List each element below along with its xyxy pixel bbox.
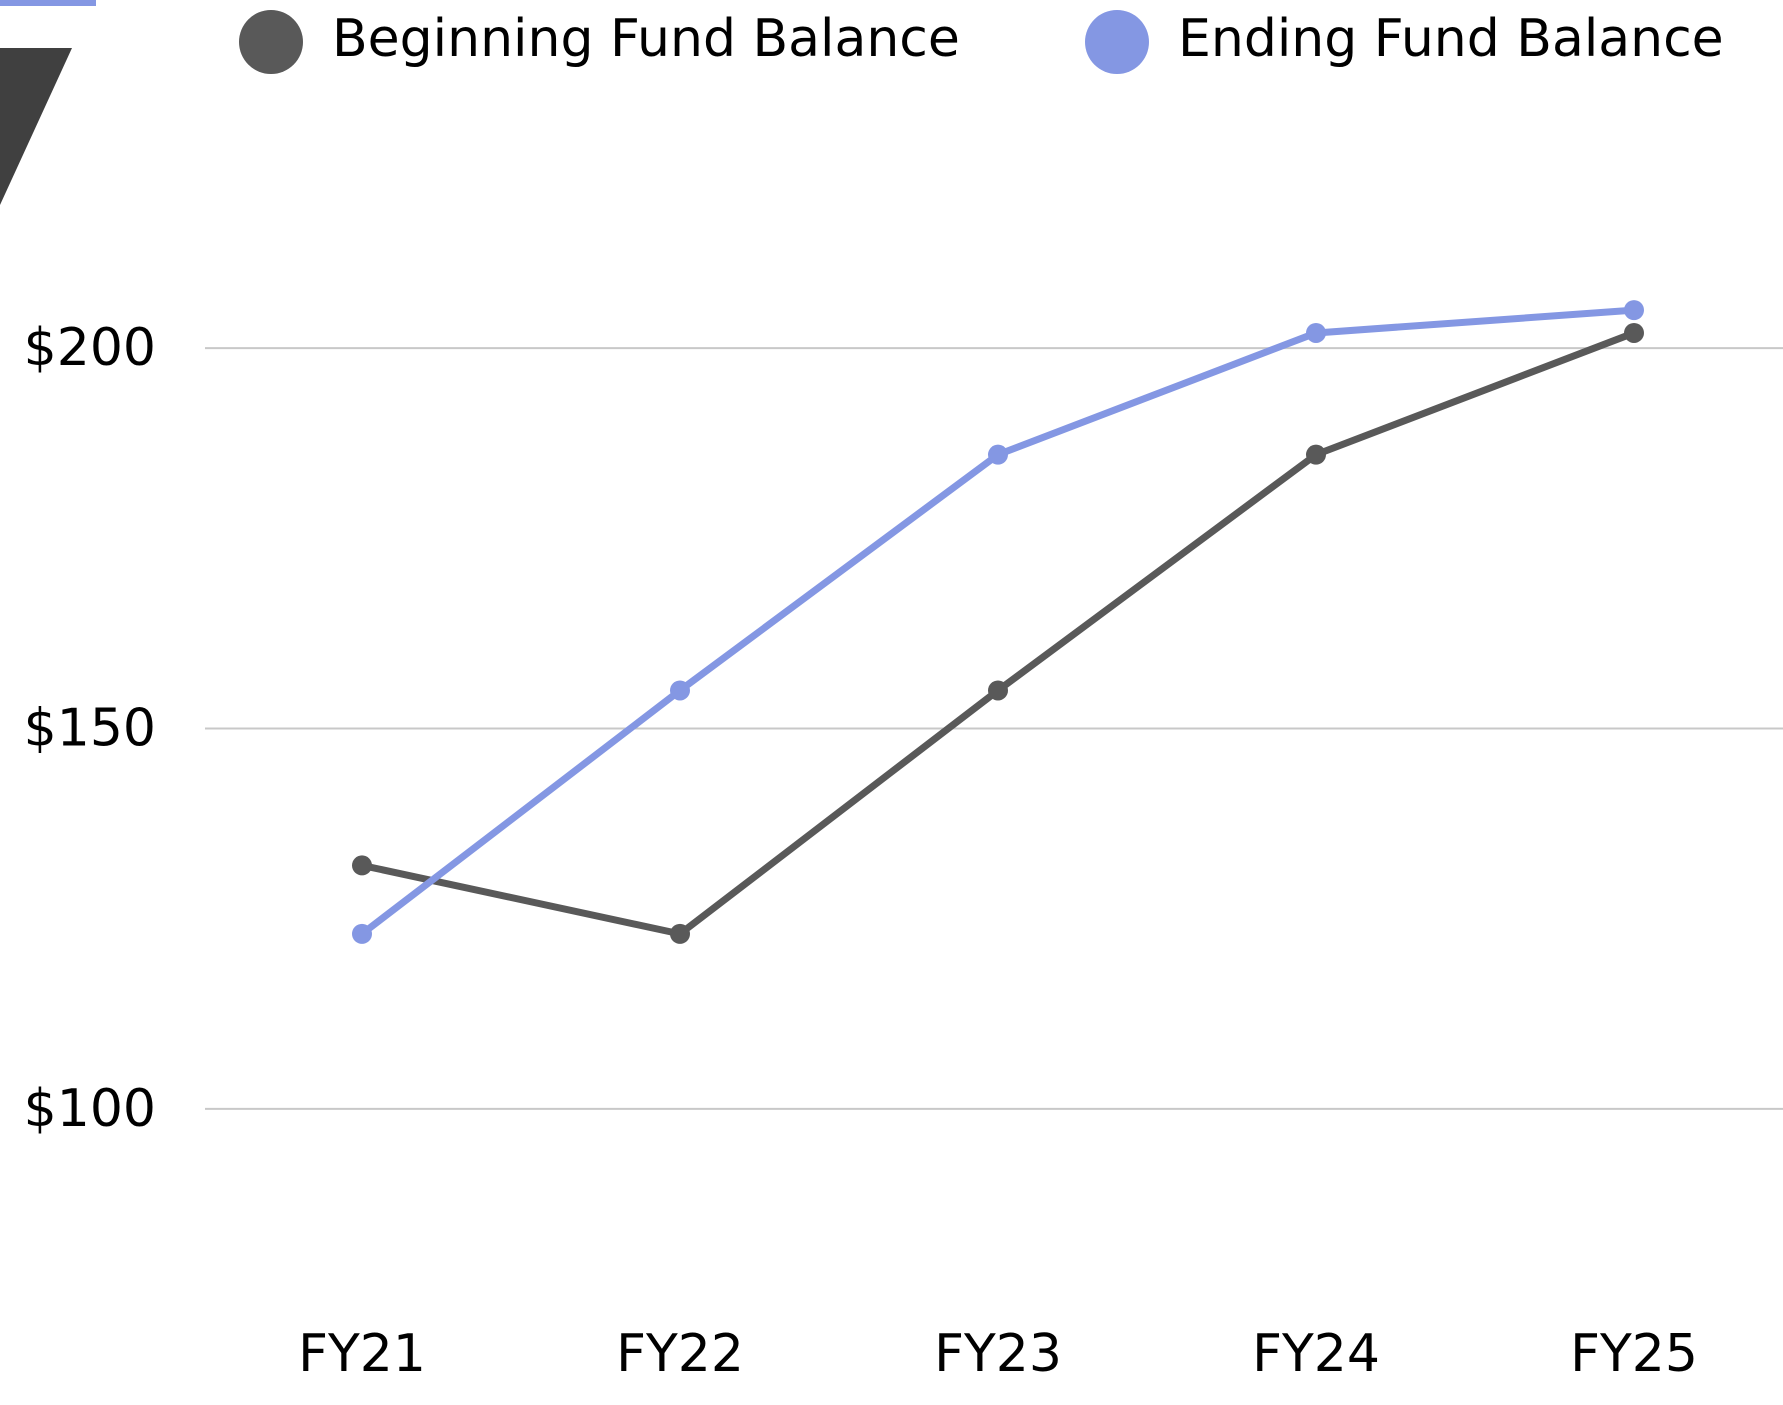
data-point bbox=[670, 923, 690, 944]
data-point bbox=[1306, 444, 1326, 465]
data-point bbox=[988, 444, 1008, 465]
corner-decoration bbox=[0, 48, 72, 205]
x-tick-label: FY21 bbox=[298, 1324, 426, 1384]
corner-accent bbox=[0, 0, 96, 6]
legend-label: Ending Fund Balance bbox=[1178, 9, 1724, 69]
data-point bbox=[988, 680, 1008, 701]
x-tick-label: FY22 bbox=[616, 1324, 744, 1384]
x-tick-label: FY23 bbox=[934, 1324, 1062, 1384]
x-tick-label: FY25 bbox=[1570, 1324, 1698, 1384]
y-tick-label: $100 bbox=[24, 1079, 156, 1139]
x-tick-label: FY24 bbox=[1252, 1324, 1380, 1384]
legend-swatch bbox=[239, 10, 303, 74]
data-point bbox=[670, 680, 690, 701]
data-point bbox=[1624, 300, 1644, 321]
legend-swatch bbox=[1085, 10, 1149, 74]
series-line bbox=[361, 329, 1636, 938]
data-point bbox=[352, 923, 372, 944]
y-tick-label: $150 bbox=[24, 699, 156, 759]
legend-label: Beginning Fund Balance bbox=[332, 9, 960, 69]
data-point bbox=[352, 855, 372, 876]
data-point bbox=[1306, 322, 1326, 343]
y-tick-label: $200 bbox=[24, 318, 156, 378]
data-point bbox=[1624, 322, 1644, 343]
